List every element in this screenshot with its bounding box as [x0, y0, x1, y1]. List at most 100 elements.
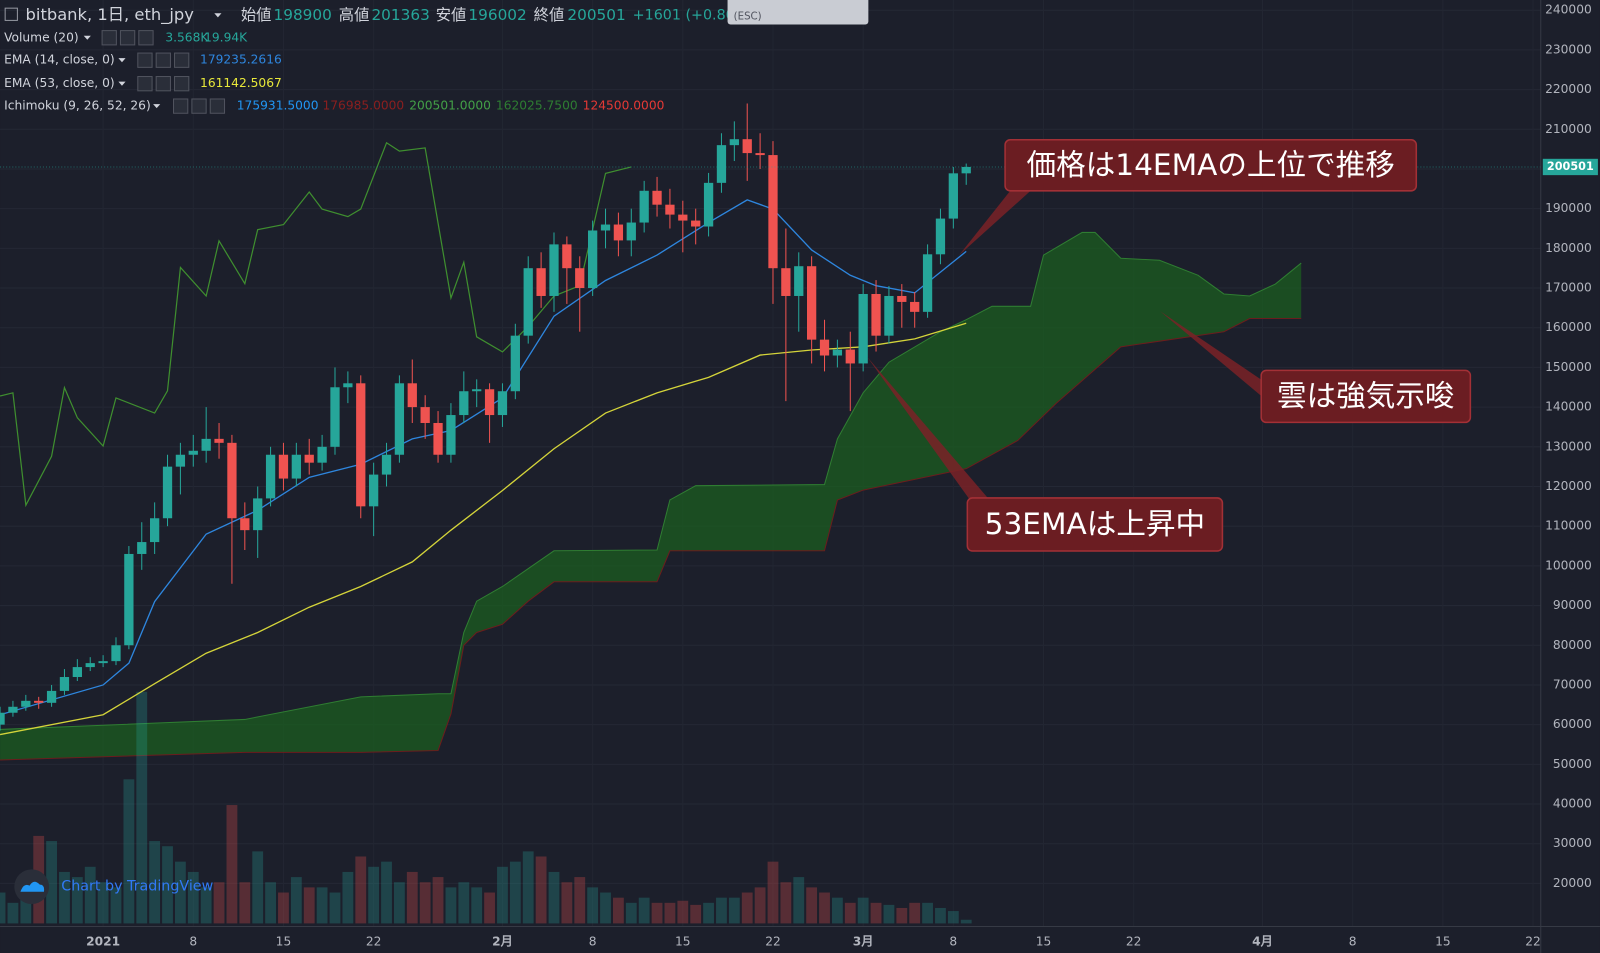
candle-body	[227, 442, 237, 519]
volume-bar	[239, 882, 251, 924]
legend-icon	[119, 30, 136, 46]
volume-bar	[84, 866, 96, 924]
volume-bar	[368, 866, 380, 924]
legend-value: 161142.5067	[200, 76, 282, 90]
y-tick-label: 230000	[1545, 42, 1592, 56]
candle-body	[781, 268, 791, 296]
candle-body	[639, 190, 649, 223]
ohlc-value: 198900	[274, 6, 332, 24]
x-tick-label: 22	[765, 934, 781, 948]
volume-bar	[445, 887, 457, 924]
candle-body	[922, 254, 933, 312]
volume-bar	[97, 882, 109, 924]
candle-body	[510, 335, 520, 392]
volume-bar	[651, 902, 663, 924]
legend-icon	[191, 98, 207, 114]
candle-body	[124, 553, 134, 646]
candle-body	[600, 224, 611, 231]
candle-body	[356, 383, 366, 507]
y-tick-label: 140000	[1545, 400, 1592, 414]
volume-bar	[612, 897, 624, 924]
legend-value: 162025.7500	[496, 99, 578, 113]
candle-body	[240, 518, 250, 531]
legend-icon	[174, 76, 190, 92]
axes: 20000 30000 40000 50000 60000 70000 80000 90000…	[86, 3, 1598, 948]
volume-bar	[960, 919, 972, 924]
volume-bar	[149, 841, 161, 924]
candle-body	[72, 667, 82, 678]
volume-bar	[819, 892, 830, 924]
collapse-icon[interactable]	[4, 7, 18, 21]
candle-body	[446, 415, 456, 455]
volume-bar	[664, 902, 676, 924]
volume-bar	[136, 691, 148, 924]
candle-body	[626, 222, 636, 241]
candle-body	[961, 166, 971, 174]
x-tick-label: 2月	[492, 934, 513, 948]
volume-bar	[329, 892, 341, 924]
candle-body	[742, 139, 752, 154]
candle-body	[188, 450, 198, 455]
candle-body	[175, 454, 186, 467]
callout-pointer	[867, 357, 988, 503]
header: bitbank, 1日, eth_jpy 始値 198900 高値 201363…	[4, 0, 869, 25]
candle-body	[484, 389, 495, 416]
candle-body	[46, 690, 57, 703]
legend-value: 175931.5000	[237, 99, 319, 113]
callout-pointer	[959, 185, 1031, 256]
ohlc-label: 終値	[534, 6, 565, 24]
legend-name: Volume (20)	[4, 30, 79, 44]
volume-bar	[600, 892, 611, 924]
y-tick-label: 90000	[1553, 598, 1592, 612]
volume-bar	[458, 882, 470, 924]
volume-bar	[213, 882, 225, 924]
volume-bar	[638, 897, 650, 924]
candle-body	[291, 454, 301, 479]
volume-bar	[278, 892, 289, 924]
candle-body	[330, 387, 340, 447]
volume-bar	[831, 897, 843, 924]
volume-bar	[303, 887, 315, 924]
candle-body	[278, 454, 289, 479]
x-tick-label: 8	[189, 934, 197, 948]
candle-body	[201, 438, 211, 451]
candle-body	[910, 301, 920, 312]
y-tick-label: 170000	[1545, 281, 1592, 295]
candle-body	[806, 266, 817, 340]
volume-bar	[290, 877, 302, 924]
legend-name: EMA (14, close, 0)	[4, 53, 115, 67]
ohlc-value: 200501	[567, 6, 625, 24]
x-tick-label: 22	[1525, 934, 1541, 948]
volume-bar	[844, 902, 856, 924]
y-tick-label: 240000	[1545, 3, 1592, 17]
callout-box	[1004, 139, 1418, 192]
volume-bar	[870, 902, 882, 924]
fullscreen-popup[interactable]	[727, 0, 869, 25]
volume-bar	[484, 892, 495, 924]
legend-caret	[118, 81, 126, 86]
legend-caret	[153, 104, 161, 109]
volume-bar	[741, 892, 753, 924]
volume-bar	[46, 841, 57, 924]
volume-bar	[935, 907, 946, 924]
volume-bar	[200, 887, 212, 924]
candle-body	[845, 349, 855, 364]
caret[interactable]	[214, 13, 222, 18]
ohlc-label: 高値	[339, 6, 370, 24]
y-tick-label: 130000	[1545, 439, 1592, 453]
y-tick-label: 50000	[1553, 757, 1592, 771]
volume-bar	[187, 871, 199, 924]
candle-body	[111, 645, 121, 662]
candle-body	[575, 268, 585, 289]
x-tick-label: 8	[1349, 934, 1357, 948]
volume-bar	[0, 892, 6, 924]
volume-bar	[716, 897, 727, 924]
legend-icon	[155, 76, 171, 92]
volume-bar	[806, 887, 818, 924]
candle-body	[665, 204, 675, 215]
candle-body	[21, 700, 31, 707]
volume-bar	[896, 907, 908, 924]
legend-value: 200501.0000	[409, 99, 491, 113]
y-tick-label: 210000	[1545, 122, 1592, 136]
